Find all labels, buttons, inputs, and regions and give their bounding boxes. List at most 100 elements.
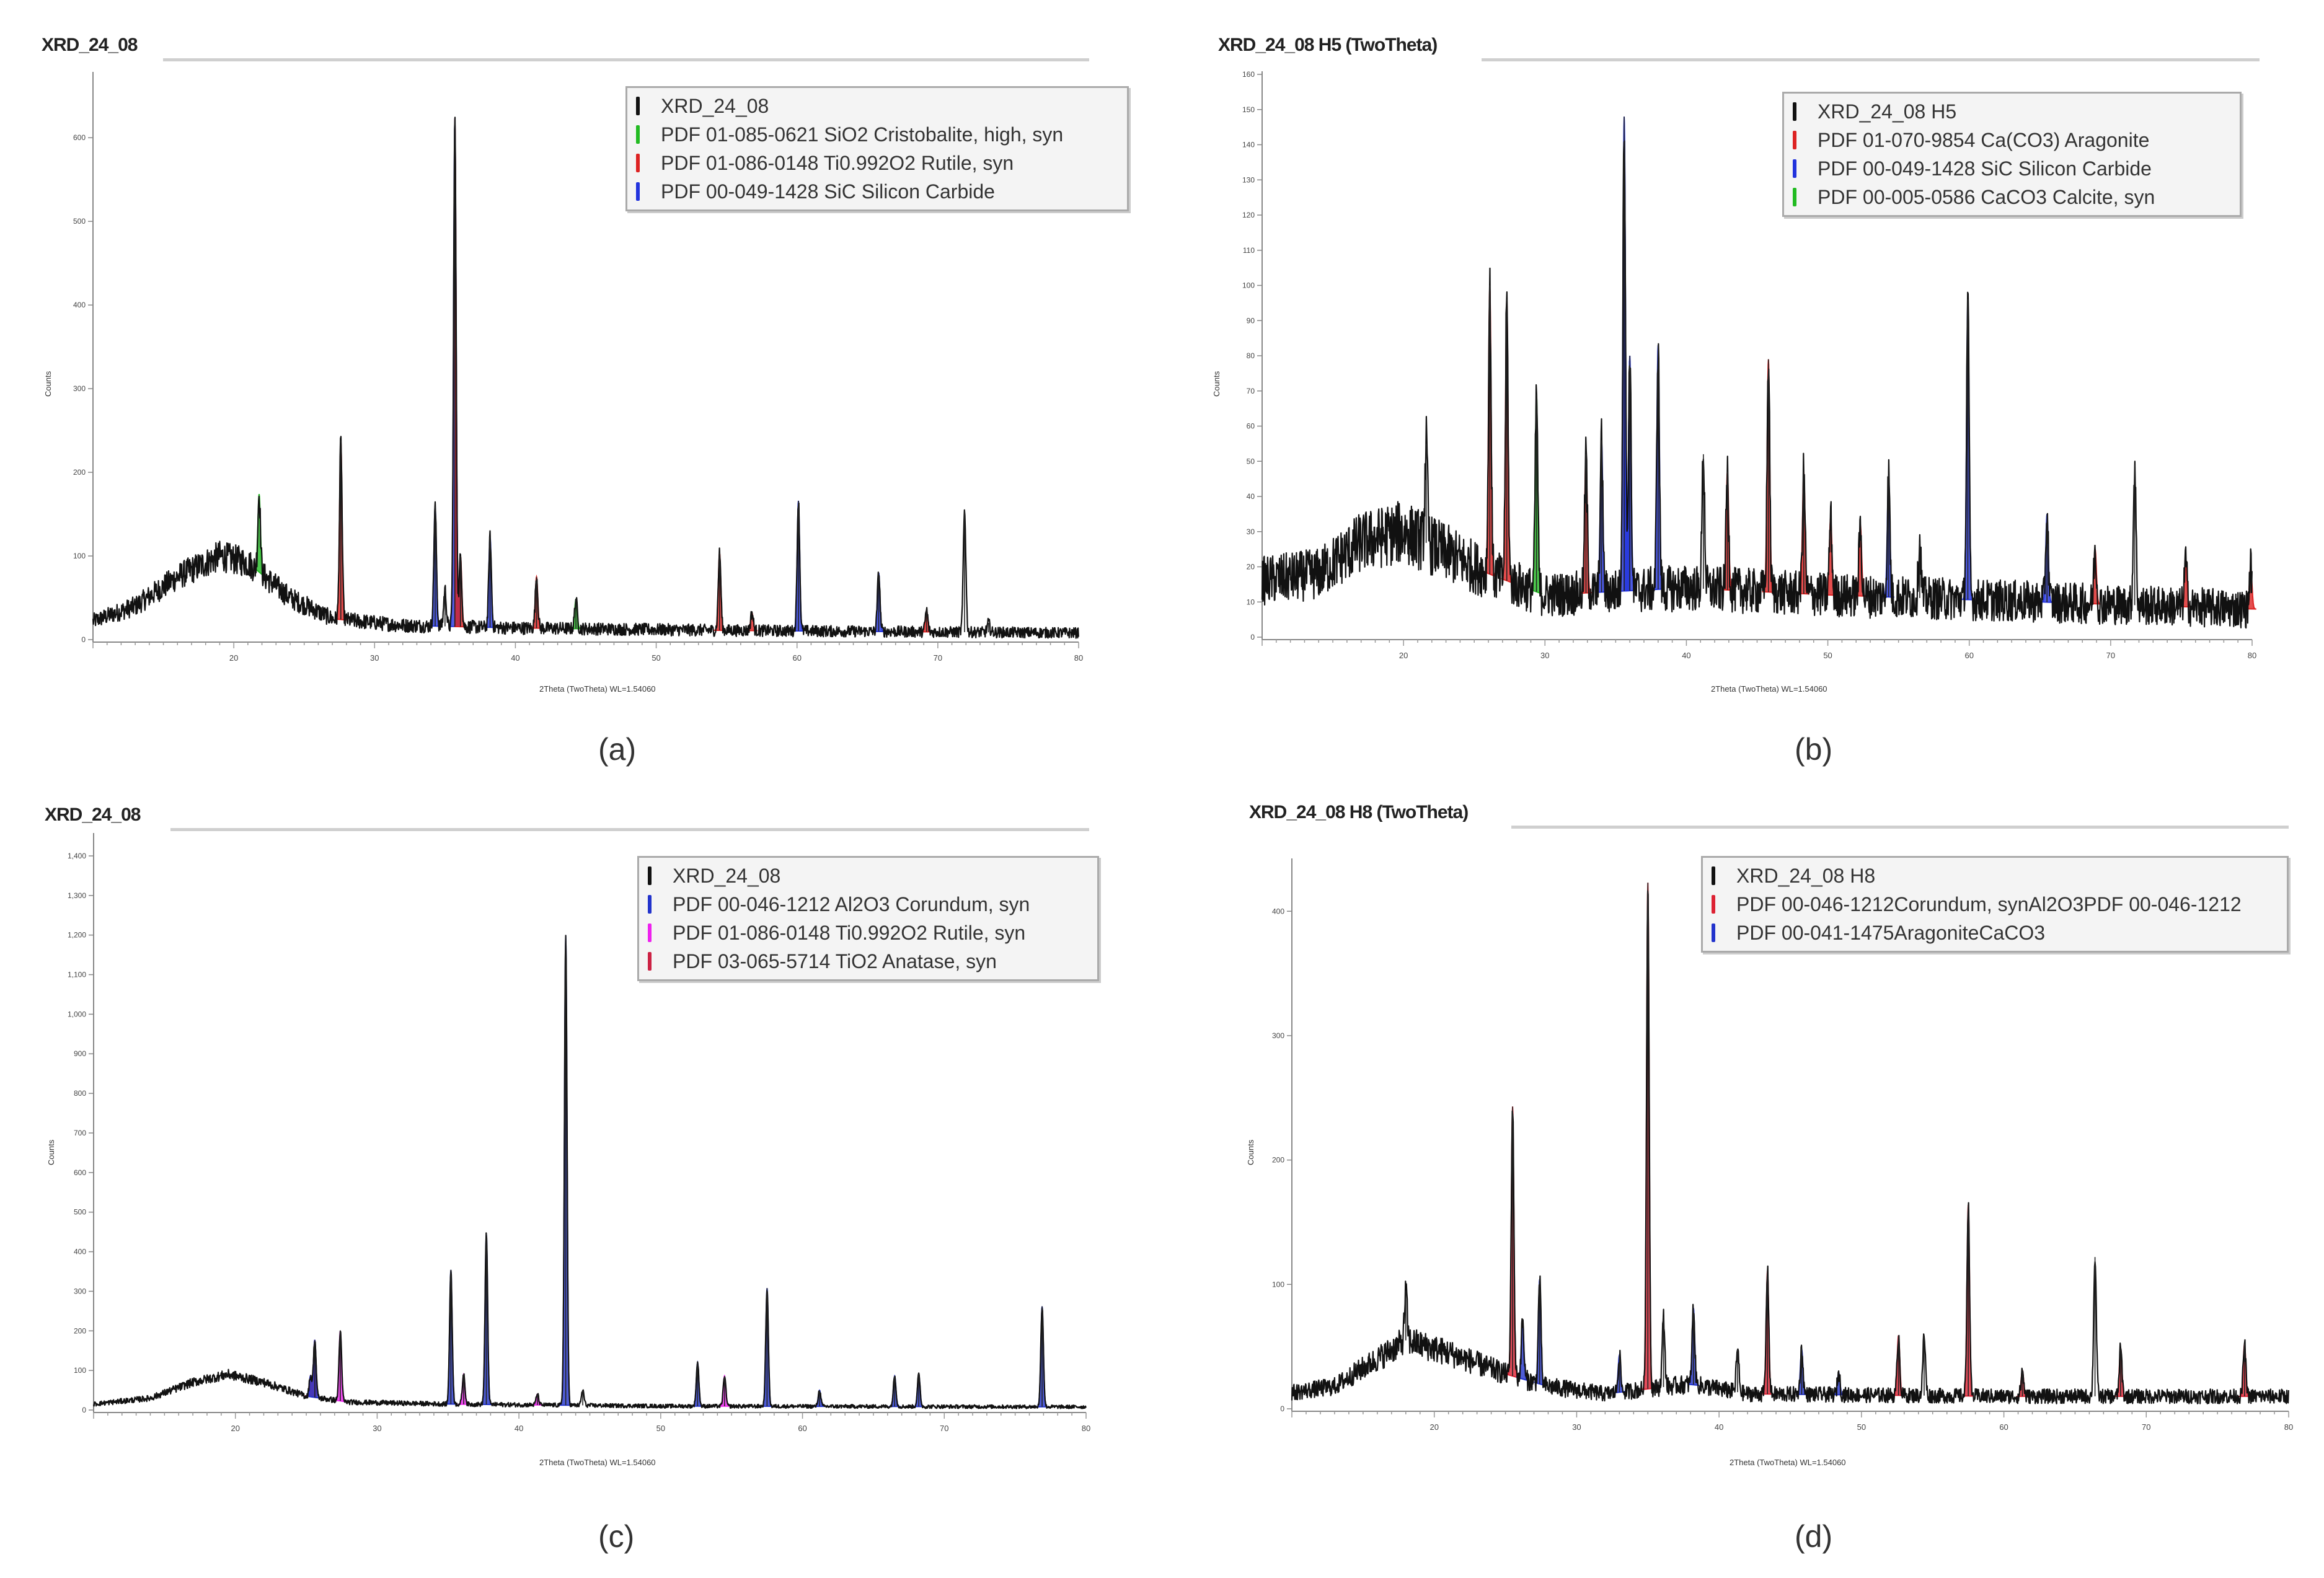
y-tick-label: 120 <box>1242 211 1255 219</box>
legend-color-marker <box>636 97 640 115</box>
y-tick-label: 20 <box>1247 563 1255 571</box>
y-tick-label: 900 <box>74 1049 86 1058</box>
legend-item: XRD_24_08 <box>648 862 1086 890</box>
y-tick-label: 30 <box>1247 527 1255 536</box>
y-tick-label: 1,300 <box>68 891 86 900</box>
legend-item: PDF 00-041-1475AragoniteCaCO3 <box>1712 919 2276 947</box>
legend-item: PDF 01-085-0621 SiO2 Cristobalite, high,… <box>636 120 1116 149</box>
legend-label: PDF 01-070-9854 Ca(CO3) Aragonite <box>1818 128 2150 151</box>
y-tick-label: 300 <box>73 384 86 393</box>
x-axis-label: 2Theta (TwoTheta) WL=1.54060 <box>1711 684 1827 694</box>
y-tick-label: 10 <box>1247 597 1255 606</box>
panel-caption: (a) <box>598 732 637 767</box>
y-tick-label: 200 <box>1272 1156 1284 1165</box>
y-tick-label: 100 <box>74 1366 86 1375</box>
legend-label: XRD_24_08 <box>673 864 781 887</box>
legend-label: PDF 00-005-0586 CaCO3 Calcite, syn <box>1818 185 2155 208</box>
x-tick-label: 20 <box>1429 1422 1438 1432</box>
x-tick-label: 50 <box>1857 1422 1866 1432</box>
x-tick-label: 20 <box>231 1424 239 1433</box>
title-divider <box>163 58 1089 61</box>
x-axis-label: 2Theta (TwoTheta) WL=1.54060 <box>539 684 656 694</box>
x-tick-label: 60 <box>798 1424 806 1433</box>
legend-item: PDF 00-005-0586 CaCO3 Calcite, syn <box>1793 183 2229 211</box>
y-axis-label: Counts <box>46 1139 56 1165</box>
legend-label: XRD_24_08 H5 <box>1818 100 1957 123</box>
x-tick-label: 30 <box>1540 651 1549 660</box>
legend-color-marker <box>1793 188 1796 206</box>
x-tick-label: 70 <box>940 1424 948 1433</box>
x-tick-label: 80 <box>1074 653 1083 663</box>
y-tick-label: 0 <box>82 1406 86 1414</box>
x-tick-label: 80 <box>2248 651 2256 660</box>
legend-label: PDF 01-086-0148 Ti0.992O2 Rutile, syn <box>661 151 1014 174</box>
legend-item: PDF 01-070-9854 Ca(CO3) Aragonite <box>1793 126 2229 154</box>
chart-title: XRD_24_08 H8 (TwoTheta) <box>1249 802 1469 822</box>
y-axis-label: Counts <box>1212 371 1221 397</box>
y-tick-label: 110 <box>1243 246 1255 255</box>
legend-label: XRD_24_08 H8 <box>1736 864 1876 887</box>
legend-item: PDF 00-046-1212Corundum, synAl2O3PDF 00-… <box>1712 890 2276 919</box>
panel-c: 20 30 40 50 60 70 8001002003004005006007008009… <box>68 833 1090 1433</box>
y-tick-label: 400 <box>74 1248 86 1256</box>
legend-item: PDF 03-065-5714 TiO2 Anatase, syn <box>648 947 1086 976</box>
x-tick-label: 30 <box>373 1424 381 1433</box>
y-tick-label: 100 <box>73 552 86 560</box>
legend-color-marker <box>636 182 640 201</box>
y-tick-label: 1,200 <box>68 931 86 940</box>
title-divider <box>1482 58 2260 61</box>
legend-label: XRD_24_08 <box>661 94 769 117</box>
panel-b: 20 30 40 50 60 70 80 0 10 20 30 40 50 60 70 80 90 100 110 1… <box>1242 70 2256 660</box>
y-tick-label: 100 <box>1242 281 1255 290</box>
y-tick-label: 500 <box>74 1208 86 1217</box>
x-axis-label: 2Theta (TwoTheta) WL=1.54060 <box>1730 1458 1846 1467</box>
y-tick-label: 160 <box>1242 70 1255 79</box>
title-divider <box>1511 826 2289 829</box>
x-tick-label: 50 <box>1823 651 1832 660</box>
x-axis-label: 2Theta (TwoTheta) WL=1.54060 <box>539 1458 656 1467</box>
diffraction-pattern-line <box>92 935 1087 1409</box>
legend-color-marker <box>636 125 640 144</box>
y-tick-label: 40 <box>1247 492 1255 501</box>
chart-legend: XRD_24_08 PDF 01-085-0621 SiO2 Cristobali… <box>625 86 1129 211</box>
y-tick-label: 600 <box>74 1168 86 1177</box>
legend-color-marker <box>648 866 652 885</box>
x-tick-label: 70 <box>2142 1422 2150 1432</box>
legend-color-marker <box>1793 131 1796 149</box>
legend-color-marker <box>1712 895 1715 914</box>
y-axis-label: Counts <box>1246 1139 1255 1165</box>
title-divider <box>170 828 1089 831</box>
chart-legend: XRD_24_08 H8 PDF 00-046-1212Corundum, syn… <box>1701 856 2289 953</box>
y-tick-label: 0 <box>1280 1404 1284 1413</box>
y-tick-label: 140 <box>1242 141 1255 149</box>
diffraction-pattern-line <box>92 117 1079 639</box>
legend-item: XRD_24_08 H8 <box>1712 862 2276 890</box>
legend-color-marker <box>1793 102 1796 121</box>
legend-color-marker <box>1712 866 1715 885</box>
diffraction-pattern-line <box>1291 890 2289 1404</box>
x-tick-label: 30 <box>370 653 379 663</box>
legend-label: PDF 00-049-1428 SiC Silicon Carbide <box>661 180 995 203</box>
legend-label: PDF 00-046-1212 Al2O3 Corundum, syn <box>673 893 1030 915</box>
x-tick-label: 70 <box>934 653 942 663</box>
x-tick-label: 60 <box>1999 1422 2008 1432</box>
y-tick-label: 200 <box>73 468 86 477</box>
y-tick-label: 300 <box>74 1287 86 1295</box>
panel-caption: (d) <box>1795 1519 1833 1554</box>
x-tick-label: 80 <box>2284 1422 2293 1432</box>
x-tick-label: 20 <box>1399 651 1408 660</box>
panel-caption: (b) <box>1795 732 1833 767</box>
legend-item: PDF 00-049-1428 SiC Silicon Carbide <box>636 177 1116 206</box>
panel-a: 20 30 40 50 60 70 80 0 100 200 300 400 500 600 <box>73 72 1083 663</box>
y-tick-label: 0 <box>81 635 86 644</box>
y-tick-label: 100 <box>1272 1280 1284 1289</box>
y-tick-label: 70 <box>1247 387 1255 395</box>
legend-color-marker <box>1793 159 1796 178</box>
chart-legend: XRD_24_08 H5 PDF 01-070-9854 Ca(CO3) Arag… <box>1782 92 2242 217</box>
legend-label: PDF 00-049-1428 SiC Silicon Carbide <box>1818 157 2152 180</box>
y-tick-label: 0 <box>1250 633 1255 641</box>
x-tick-label: 60 <box>792 653 801 663</box>
y-tick-label: 200 <box>74 1326 86 1335</box>
chart-legend: XRD_24_08 PDF 00-046-1212 Al2O3 Corundum,… <box>637 856 1099 981</box>
